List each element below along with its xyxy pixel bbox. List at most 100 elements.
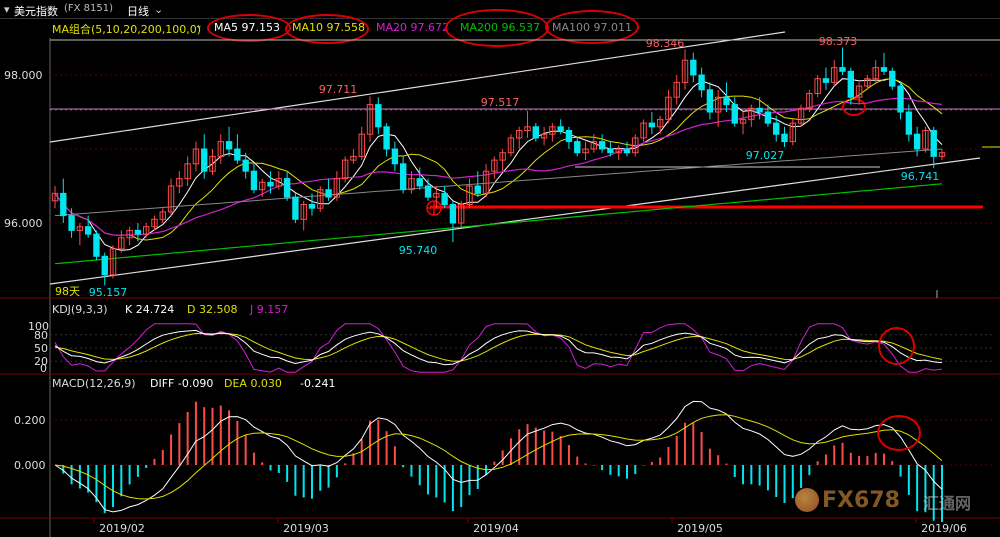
candle-body — [764, 111, 772, 124]
candle-body — [109, 248, 117, 276]
candle-body — [690, 59, 697, 76]
candle-body — [574, 141, 581, 154]
symbol-name: 美元指数 — [14, 5, 58, 18]
fx678-logo-icon — [795, 488, 819, 512]
price-tick-label: 98.000 — [4, 69, 43, 82]
candle-body — [756, 107, 763, 113]
candle-body — [184, 163, 191, 180]
candle-body — [242, 159, 249, 172]
moving-average-lines — [54, 77, 943, 265]
candle-body — [383, 126, 390, 150]
macd-diff-line — [54, 400, 943, 513]
candle-body — [134, 229, 142, 235]
x-tick-label: 2019/06 — [921, 522, 967, 535]
candle-body — [317, 189, 324, 209]
candle-body — [806, 93, 813, 109]
candle-body — [308, 204, 316, 209]
high-label: 98.373 — [819, 35, 858, 48]
ma200-line — [54, 183, 943, 265]
candle-body — [938, 152, 946, 157]
watermark-cn: 汇通网 — [923, 494, 972, 513]
candle-body — [491, 159, 498, 172]
macd-tick-label: 0.200 — [14, 414, 46, 427]
x-tick-label: 2019/04 — [473, 522, 519, 535]
candle-body — [416, 178, 423, 187]
kdj-k-line — [54, 329, 943, 366]
candle-body — [731, 104, 738, 124]
candle-body — [391, 148, 399, 165]
watermark: FX678 — [822, 488, 900, 513]
ma-group-label[interactable]: MA组合(5,10,20,200,100,0) — [52, 23, 202, 36]
candle-body — [665, 96, 672, 120]
candle-body — [855, 85, 863, 98]
candle-body — [524, 126, 531, 132]
candle-body — [167, 185, 175, 213]
kdj-tick-label: 20 — [34, 355, 48, 368]
candle-body — [267, 181, 274, 187]
candle-body — [648, 122, 656, 128]
macd-title: MACD(12,26,9) — [52, 377, 136, 390]
candle-body — [739, 118, 747, 124]
high-label: 97.711 — [319, 83, 358, 96]
candle-body — [698, 74, 705, 91]
macd-indicator — [54, 400, 943, 522]
x-tick-label: 2019/03 — [283, 522, 329, 535]
candle-body — [93, 233, 100, 257]
ma10-line — [54, 78, 943, 241]
candle-body — [897, 85, 904, 113]
candle-body — [607, 148, 614, 154]
kdj-tick-label: 0 — [40, 362, 47, 375]
period-chevron-icon[interactable]: ⌄ — [154, 3, 164, 16]
candle-body — [706, 89, 714, 113]
candle-body — [590, 141, 598, 150]
candle-body — [598, 141, 606, 150]
candle-body — [681, 59, 689, 83]
candle-body — [632, 137, 639, 154]
candle-body — [192, 148, 200, 165]
candle-body — [234, 148, 241, 161]
candle-body — [441, 192, 448, 205]
trend-lines — [49, 31, 1000, 298]
macd-tick-label: 0.000 — [14, 459, 46, 472]
candle-body — [84, 226, 92, 235]
macd-value-label: -0.241 — [300, 377, 336, 390]
candle-body — [201, 148, 208, 172]
candle-body — [325, 189, 332, 198]
kdj-tick-label: 50 — [34, 342, 48, 355]
high-label: 98.346 — [646, 37, 685, 50]
kdj-d-label: D 32.508 — [187, 303, 238, 316]
candle-body — [930, 130, 937, 157]
chevron-down-icon[interactable]: ▾ — [4, 3, 10, 16]
candle-body — [408, 178, 415, 191]
kdj-indicator — [54, 323, 943, 373]
period-selector[interactable]: 日线 — [127, 5, 149, 18]
ma-group-chevron-icon[interactable]: ⌄ — [195, 21, 203, 31]
kdj-d-line — [54, 332, 943, 362]
candle-body — [814, 78, 821, 94]
candle-body — [847, 70, 855, 98]
candle-body — [300, 204, 307, 220]
candle-body — [623, 148, 631, 154]
candle-body — [781, 133, 788, 143]
macd-circle-annotation — [877, 415, 921, 451]
candle-body — [474, 185, 481, 194]
candle-body — [922, 130, 929, 150]
candle-body — [250, 170, 258, 191]
candle-body — [126, 229, 133, 239]
candle-body — [615, 148, 622, 154]
kdj-tick-label: 100 — [28, 320, 49, 333]
axis-labels: 98.000 96.000 97.711 97.517 98.346 98.373 95.7… — [4, 35, 967, 535]
price-tick-label: 96.000 — [4, 217, 43, 230]
candle-body — [797, 107, 805, 124]
candle-body — [76, 226, 84, 231]
candle-body — [872, 67, 879, 80]
candle-body — [101, 255, 108, 276]
kdj-j-line — [54, 323, 943, 373]
candle-body — [748, 107, 755, 120]
ma20-label: MA20 97.672 — [376, 21, 449, 34]
macd-dea-label: DEA 0.030 — [224, 377, 282, 390]
candle-body — [789, 122, 796, 143]
candle-body — [225, 141, 233, 150]
candle-body — [358, 133, 365, 157]
candle-body — [366, 104, 374, 135]
